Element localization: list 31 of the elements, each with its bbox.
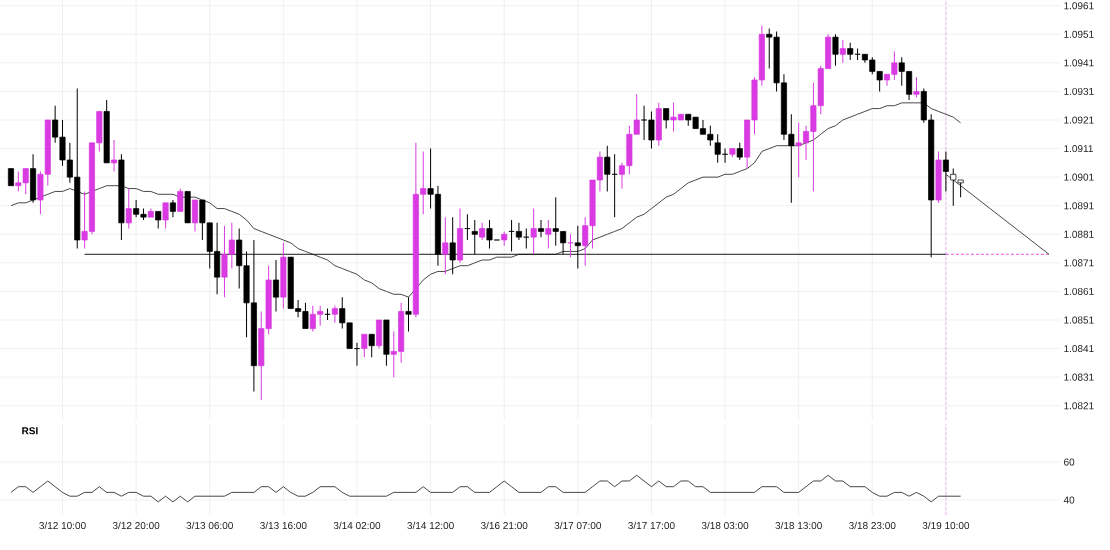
- y-tick-label: 1.0821: [1064, 402, 1094, 410]
- chart-title: RSI: [22, 427, 38, 435]
- x-tick-label: 3/19 10:00: [922, 521, 970, 530]
- y-tick-label: 1.0931: [1064, 87, 1094, 95]
- x-tick-label: 3/17 17:00: [628, 521, 675, 530]
- x-tick-label: 3/18 03:00: [701, 521, 749, 530]
- y-tick-label: 1.0851: [1064, 316, 1094, 324]
- x-tick-label: 3/13 16:00: [260, 521, 307, 530]
- x-tick-label: 3/12 10:00: [39, 521, 86, 530]
- y-tick-label: 1.0841: [1064, 345, 1094, 353]
- y-tick-label: 1.0901: [1064, 173, 1094, 181]
- y-tick-label: 1.0951: [1064, 30, 1094, 38]
- y-tick-label: 1.0921: [1064, 116, 1094, 124]
- x-tick-label: 3/18 13:00: [775, 521, 822, 530]
- x-tick-label: 3/13 06:00: [186, 521, 233, 530]
- y-tick-label: 1.0881: [1064, 230, 1094, 238]
- x-tick-label: 3/14 12:00: [407, 521, 454, 530]
- y-tick-label: 1.0911: [1064, 145, 1093, 153]
- y-tick-label: 1.0941: [1064, 59, 1094, 67]
- x-tick-label: 3/18 23:00: [849, 521, 896, 530]
- y-tick-label: 40: [1063, 496, 1075, 504]
- x-tick-label: 3/12 20:00: [112, 521, 160, 530]
- y-tick-label: 1.0871: [1064, 259, 1094, 267]
- y-tick-label: 1.0891: [1064, 202, 1094, 210]
- y-tick-label: 1.0831: [1064, 373, 1094, 381]
- x-tick-label: 3/17 07:00: [554, 521, 602, 530]
- y-tick-label: 1.0961: [1064, 2, 1094, 10]
- x-tick-label: 3/16 21:00: [480, 521, 528, 530]
- y-tick-label: 1.0861: [1064, 287, 1094, 295]
- x-tick-label: 3/14 02:00: [333, 521, 381, 530]
- y-tick-label: 60: [1064, 458, 1075, 466]
